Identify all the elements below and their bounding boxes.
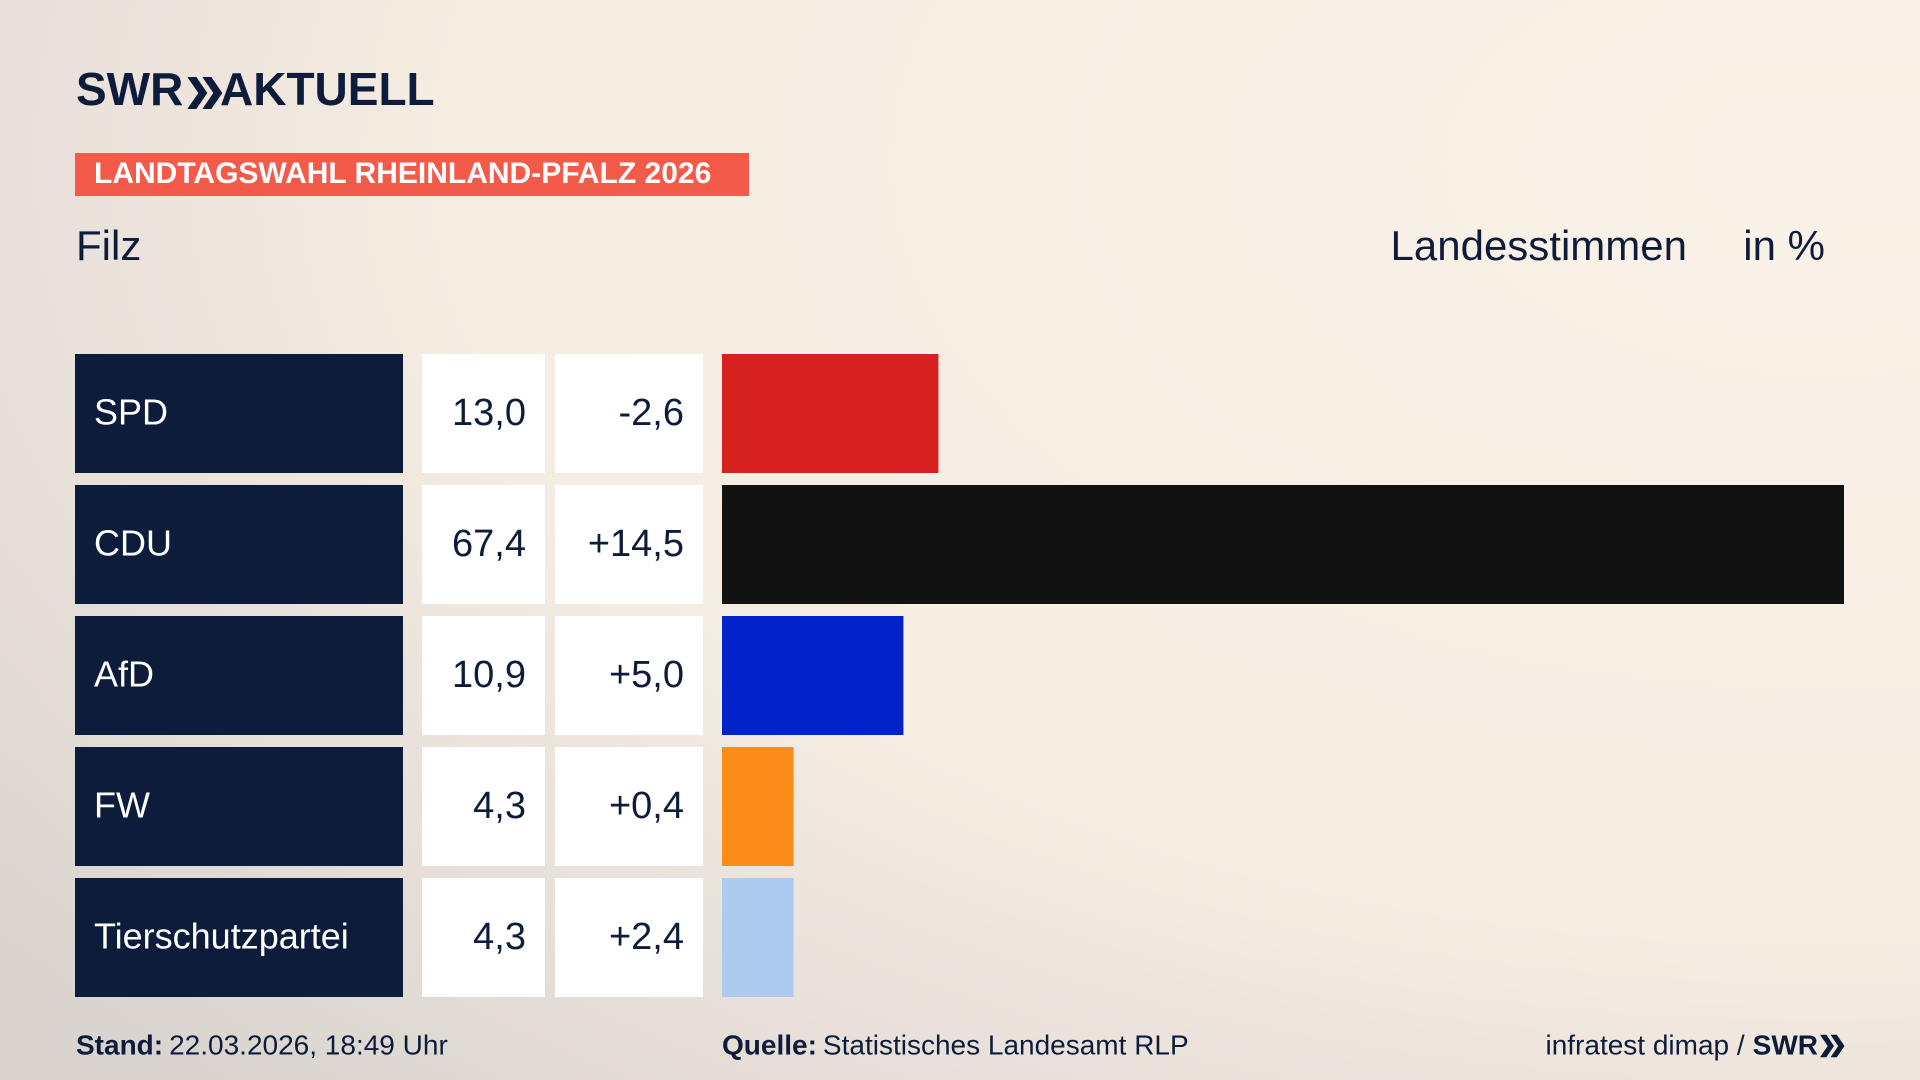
- bar: [722, 747, 794, 866]
- change-box: [555, 485, 703, 604]
- stand: 22.03.2026, 18:49 Uhr: [169, 1029, 448, 1060]
- change-box: [555, 878, 703, 997]
- bar: [722, 354, 939, 473]
- credit: infratest dimap /: [1545, 1029, 1744, 1060]
- source-label: Quelle:: [722, 1029, 817, 1060]
- value-label: 10,9: [452, 654, 526, 696]
- credit-brand: SWR: [1753, 1029, 1818, 1060]
- value-label: 13,0: [452, 392, 526, 434]
- change-box: [555, 616, 703, 735]
- change-box: [555, 747, 703, 866]
- source: Statistisches Landesamt RLP: [823, 1029, 1189, 1060]
- value-box: [422, 878, 545, 997]
- party-name: SPD: [94, 392, 168, 433]
- change-box: [555, 354, 703, 473]
- party-name: Tierschutzpartei: [94, 916, 349, 957]
- party-box: [75, 354, 403, 473]
- party-box: [75, 485, 403, 604]
- value-box: [422, 485, 545, 604]
- change-label: +2,4: [609, 916, 684, 958]
- value-box: [422, 747, 545, 866]
- unit: in %: [1743, 222, 1825, 269]
- party-box: [75, 878, 403, 997]
- tag: LANDTAGSWAHL RHEINLAND-PFALZ 2026: [94, 157, 711, 190]
- change-label: -2,6: [619, 392, 684, 434]
- brand-name: SWR: [76, 63, 183, 115]
- stand-label: Stand:: [76, 1029, 163, 1060]
- value-label: 4,3: [473, 916, 526, 958]
- chart-title: Filz: [76, 222, 141, 269]
- party-name: FW: [94, 785, 150, 826]
- party-box: [75, 616, 403, 735]
- brand-product: AKTUELL: [220, 63, 435, 115]
- value-label: 4,3: [473, 785, 526, 827]
- change-label: +0,4: [609, 785, 684, 827]
- value-label: 67,4: [452, 523, 526, 565]
- bar: [722, 616, 904, 735]
- value-box: [422, 354, 545, 473]
- bar: [722, 878, 794, 997]
- bar: [722, 485, 1844, 604]
- value-box: [422, 616, 545, 735]
- party-name: CDU: [94, 523, 172, 564]
- change-label: +14,5: [588, 523, 684, 565]
- change-label: +5,0: [609, 654, 684, 696]
- tag-background: [75, 153, 749, 196]
- brand-chevrons: [187, 77, 223, 109]
- party-box: [75, 747, 403, 866]
- chart-subtitle: Landesstimmen: [1391, 222, 1687, 269]
- party-name: AfD: [94, 654, 154, 695]
- credit-chevrons: [1820, 1034, 1845, 1058]
